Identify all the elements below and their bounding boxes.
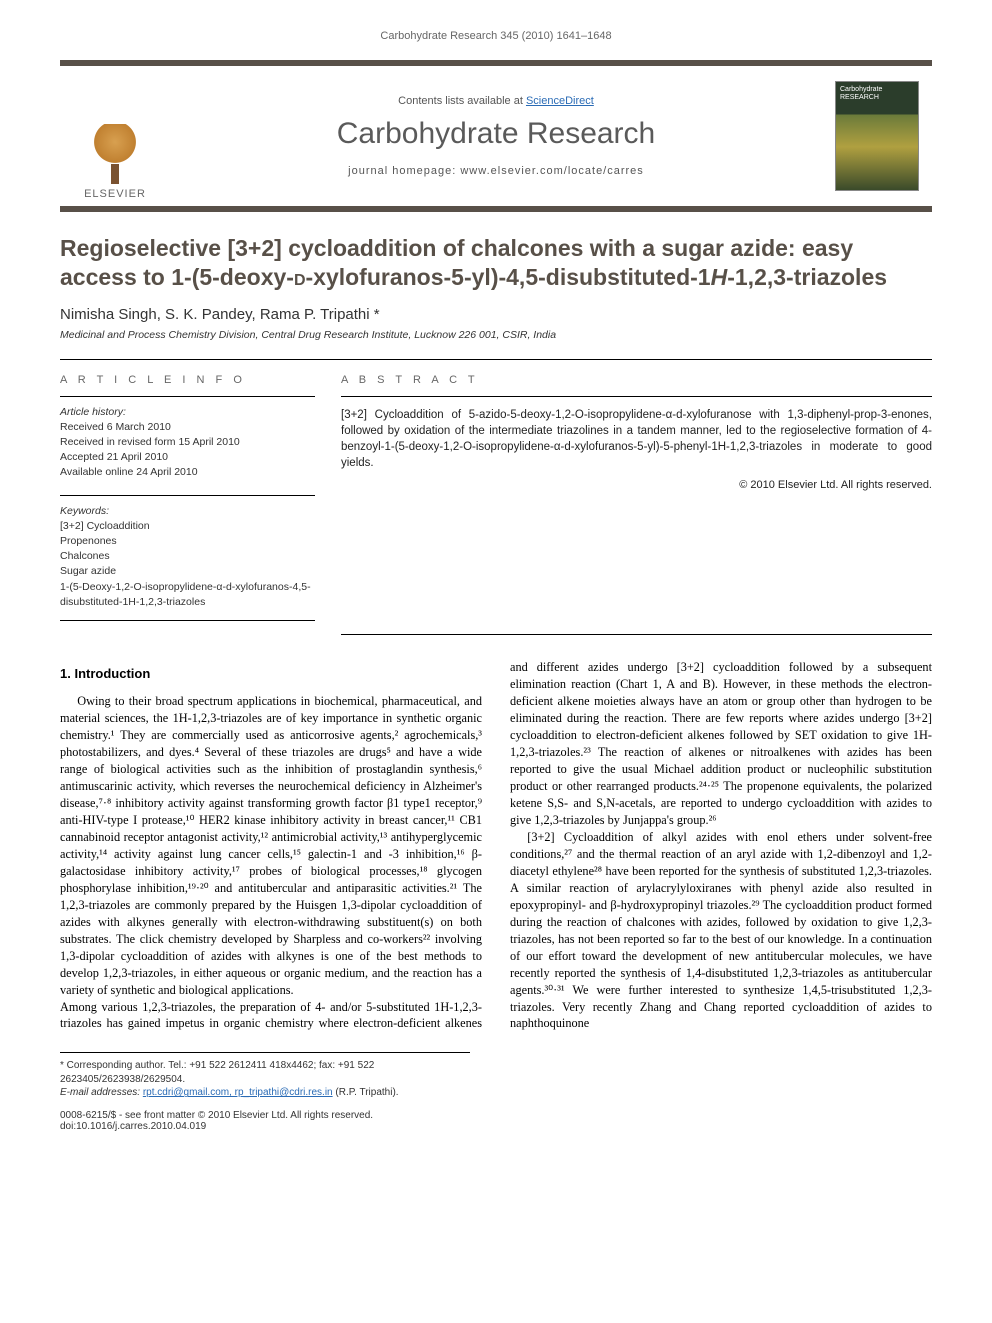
masthead-center: Contents lists available at ScienceDirec… xyxy=(170,66,822,206)
keywords-label: Keywords: xyxy=(60,504,315,519)
article-title: Regioselective [3+2] cycloaddition of ch… xyxy=(60,234,932,292)
email-person: (R.P. Tripathi). xyxy=(335,1087,398,1098)
journal-name: Carbohydrate Research xyxy=(337,117,656,151)
journal-homepage-line: journal homepage: www.elsevier.com/locat… xyxy=(348,165,644,177)
keyword-item: Sugar azide xyxy=(60,564,315,579)
history-item: Available online 24 April 2010 xyxy=(60,465,315,480)
sciencedirect-link[interactable]: ScienceDirect xyxy=(526,95,594,107)
keyword-item: [3+2] Cycloaddition xyxy=(60,519,315,534)
abstract-copyright: © 2010 Elsevier Ltd. All rights reserved… xyxy=(341,479,932,491)
footnotes-block: * Corresponding author. Tel.: +91 522 26… xyxy=(60,1052,470,1100)
history-item: Received in revised form 15 April 2010 xyxy=(60,435,315,450)
body-paragraph: Owing to their broad spectrum applicatio… xyxy=(60,693,482,998)
history-label: Article history: xyxy=(60,405,315,420)
email-label: E-mail addresses: xyxy=(60,1087,140,1098)
publisher-label: ELSEVIER xyxy=(84,188,146,200)
footer-left: 0008-6215/$ - see front matter © 2010 El… xyxy=(60,1110,373,1132)
authors-line: Nimisha Singh, S. K. Pandey, Rama P. Tri… xyxy=(60,306,932,323)
section-heading-intro: 1. Introduction xyxy=(60,665,482,683)
article-info-column: A R T I C L E I N F O Article history: R… xyxy=(60,360,341,636)
publisher-logo-block: ELSEVIER xyxy=(60,66,170,206)
abstract-text: [3+2] Cycloaddition of 5-azido-5-deoxy-1… xyxy=(341,396,932,471)
keywords-block: Keywords: [3+2] Cycloaddition Propenones… xyxy=(60,495,315,622)
history-item: Accepted 21 April 2010 xyxy=(60,450,315,465)
journal-cover-thumb xyxy=(835,81,919,191)
elsevier-tree-icon xyxy=(85,124,145,184)
affiliation-line: Medicinal and Process Chemistry Division… xyxy=(60,329,932,341)
body-paragraph: [3+2] Cycloaddition of alkyl azides with… xyxy=(510,829,932,1033)
abstract-heading: A B S T R A C T xyxy=(341,374,932,386)
abstract-column: A B S T R A C T [3+2] Cycloaddition of 5… xyxy=(341,360,932,636)
homepage-prefix: journal homepage: xyxy=(348,165,460,177)
article-info-heading: A R T I C L E I N F O xyxy=(60,374,315,386)
page-footer-row: 0008-6215/$ - see front matter © 2010 El… xyxy=(60,1110,932,1132)
front-matter-line: 0008-6215/$ - see front matter © 2010 El… xyxy=(60,1110,373,1121)
body-two-column: 1. Introduction Owing to their broad spe… xyxy=(60,659,932,1032)
running-head: Carbohydrate Research 345 (2010) 1641–16… xyxy=(60,30,932,42)
journal-masthead: ELSEVIER Contents lists available at Sci… xyxy=(60,60,932,212)
cover-thumb-block xyxy=(822,66,932,206)
email-link[interactable]: rpt.cdri@gmail.com, rp_tripathi@cdri.res… xyxy=(143,1087,333,1098)
corresponding-author-note: * Corresponding author. Tel.: +91 522 26… xyxy=(60,1059,470,1086)
contents-prefix: Contents lists available at xyxy=(398,95,526,107)
keyword-item: Propenones xyxy=(60,534,315,549)
doi-line: doi:10.1016/j.carres.2010.04.019 xyxy=(60,1121,373,1132)
article-history-block: Article history: Received 6 March 2010 R… xyxy=(60,396,315,481)
keyword-item: 1-(5-Deoxy-1,2-O-isopropylidene-α-d-xylo… xyxy=(60,580,315,610)
homepage-url[interactable]: www.elsevier.com/locate/carres xyxy=(460,165,643,177)
contents-available-line: Contents lists available at ScienceDirec… xyxy=(398,95,594,107)
keyword-item: Chalcones xyxy=(60,549,315,564)
history-item: Received 6 March 2010 xyxy=(60,420,315,435)
email-line: E-mail addresses: rpt.cdri@gmail.com, rp… xyxy=(60,1086,470,1100)
